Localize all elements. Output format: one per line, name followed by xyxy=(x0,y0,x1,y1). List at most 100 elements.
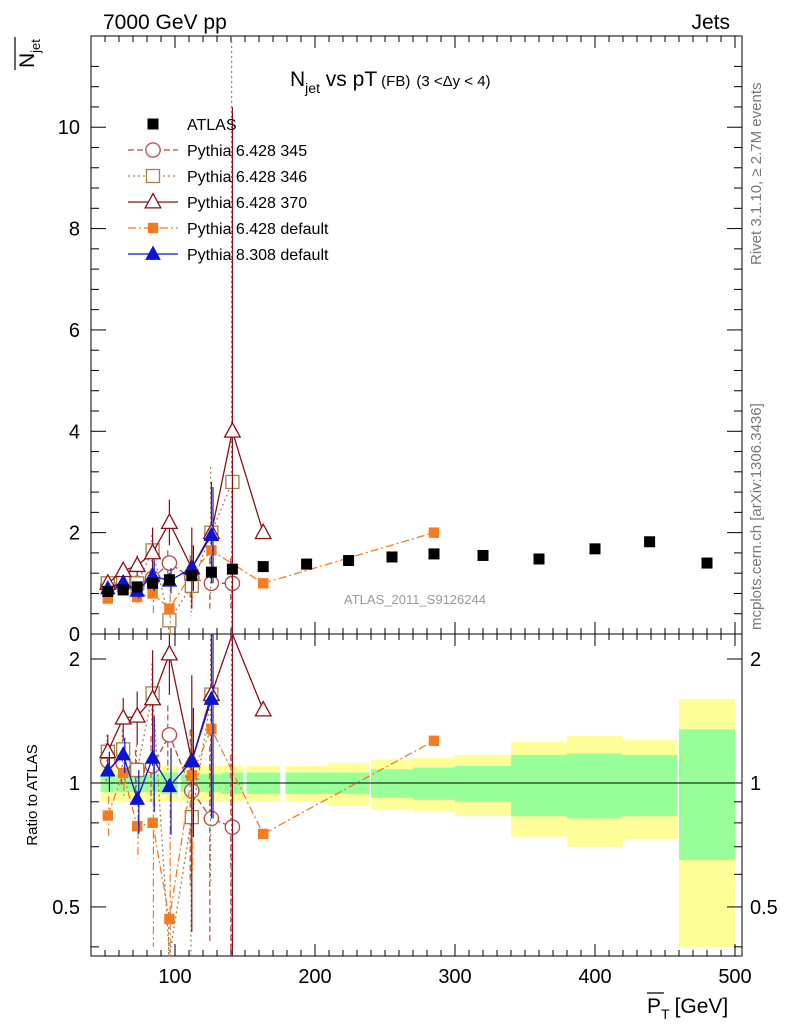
atlas-data-point xyxy=(701,557,713,569)
series-3-ratio-marker xyxy=(128,706,147,723)
rivet-label: Rivet 3.1.10, ≥ 2.7M events xyxy=(748,83,765,266)
ratio-panel-series xyxy=(98,632,440,957)
ratio-tick-label-right: 0.5 xyxy=(750,897,778,919)
series-4-line xyxy=(107,532,435,610)
series-5-ratio-marker xyxy=(129,790,145,805)
series-3-marker xyxy=(128,555,147,573)
series-4-marker xyxy=(258,578,269,589)
legend-marker xyxy=(145,142,161,158)
ratio-tick-label-left: 2 xyxy=(69,649,80,671)
series-4-ratio-marker xyxy=(186,770,197,781)
ratio-tick-label-right: 1 xyxy=(750,773,761,795)
svg-text:Njet: Njet xyxy=(16,39,43,68)
atlas-data-point xyxy=(226,563,238,575)
series-4-ratio-marker xyxy=(147,817,158,829)
ratio-tick-label-right: 2 xyxy=(750,649,761,671)
series-3-marker xyxy=(143,543,162,560)
series-3-ratio-marker xyxy=(114,708,133,725)
y-axis-label: Njet xyxy=(14,37,43,70)
atlas-data-point xyxy=(386,551,398,563)
series-1-ratio-marker xyxy=(161,727,178,743)
series-3-marker xyxy=(160,512,179,530)
series-4-ratio-marker xyxy=(206,723,217,735)
atlas-data-point xyxy=(147,577,159,589)
band-stat xyxy=(371,769,413,798)
series-2-ratio-marker xyxy=(130,762,145,778)
series-3-ratio-marker xyxy=(143,689,162,706)
x-tick-label: 400 xyxy=(578,966,611,988)
x-tick-label: 500 xyxy=(718,966,751,988)
series-5-ratio-marker xyxy=(203,690,220,705)
atlas-data-point xyxy=(102,585,114,597)
series-5-ratio-marker xyxy=(144,749,161,764)
series-3-marker xyxy=(223,421,242,438)
series-4-marker xyxy=(147,588,158,599)
series-4-ratio-marker xyxy=(132,821,143,832)
band-stat xyxy=(621,754,678,817)
legend-label: Pythia 6.428 default xyxy=(187,221,329,238)
series-5-marker xyxy=(203,526,220,542)
title-sub: jet xyxy=(304,80,320,96)
legend: ATLAS Pythia 6.428 345 Pythia 6.428 346 Pyt… xyxy=(128,117,329,264)
y-axis-label-sub: jet xyxy=(28,39,43,54)
atlas-data-point xyxy=(163,574,175,586)
y-main-tick-label: 8 xyxy=(69,219,80,241)
series-3-marker xyxy=(254,522,273,540)
series-5-ratio-marker xyxy=(115,746,131,761)
x-axis-label-unit: [GeV] xyxy=(675,995,729,1018)
series-3-ratio-marker xyxy=(254,700,273,717)
main-panel-series xyxy=(98,36,713,634)
x-tick-label: 300 xyxy=(438,966,471,988)
band-stat xyxy=(567,753,623,819)
series-5-ratio-marker xyxy=(100,762,116,777)
series-4-marker xyxy=(102,593,113,604)
atlas-data-point xyxy=(301,558,313,570)
svg-text:PT[GeV]: PT [GeV] xyxy=(647,995,728,1022)
atlas-data-point xyxy=(477,549,489,561)
legend-label: Pythia 6.428 346 xyxy=(187,169,307,186)
atlas-data-point xyxy=(533,553,545,565)
analysis-watermark: ATLAS_2011_S9126244 xyxy=(344,592,486,607)
ratio-tick-label-left: 1 xyxy=(69,773,80,795)
series-3-line xyxy=(107,431,264,584)
ratio-uncertainty-bands xyxy=(91,698,742,947)
x-axis-label-sub: T xyxy=(661,1006,670,1022)
y-main-tick-label: 10 xyxy=(58,117,80,139)
y-main-tick-label: 2 xyxy=(69,523,80,545)
band-stat xyxy=(511,754,567,817)
legend-marker xyxy=(145,245,161,260)
series-2-ratio-line xyxy=(107,633,234,957)
y-main-tick-label: 0 xyxy=(69,624,80,646)
x-axis-label: PT [GeV] xyxy=(647,992,728,1022)
atlas-data-point xyxy=(343,555,355,567)
series-4-marker xyxy=(428,527,440,538)
series-4-ratio-marker xyxy=(258,828,269,840)
legend-marker xyxy=(147,118,159,130)
atlas-data-point xyxy=(131,581,143,593)
series-4-marker xyxy=(206,545,217,556)
ratio-tick-label-left: 0.5 xyxy=(52,897,80,919)
band-stat xyxy=(679,729,735,860)
y-axis-label-symbol: N xyxy=(16,53,39,68)
title-range: (3 <Δy < 4) xyxy=(416,73,490,90)
chart-title: Njet vs pT (FB) (3 <Δy < 4) xyxy=(290,68,491,96)
series-4-marker xyxy=(164,603,175,614)
ratio-y-axis-label: Ratio to ATLAS xyxy=(24,744,41,845)
legend-marker xyxy=(145,168,161,184)
series-4-ratio-marker xyxy=(428,735,440,747)
title-vs: vs pT xyxy=(320,68,377,91)
legend-marker xyxy=(147,222,159,234)
axis-tick-labels: 100 200 300 400 500 0 2 4 6 8 10 0.5 0.5 1 1 2 2 xyxy=(52,117,778,988)
title-main: N xyxy=(290,68,305,91)
title-fb: (FB) xyxy=(381,73,410,90)
atlas-data-point xyxy=(428,548,440,560)
atlas-data-point xyxy=(205,566,217,578)
axis-ticks xyxy=(91,36,742,956)
atlas-data-point xyxy=(257,561,269,573)
series-4-marker xyxy=(132,591,143,603)
series-4-ratio-marker xyxy=(164,913,175,925)
series-1-marker xyxy=(161,555,178,571)
atlas-data-point xyxy=(186,570,198,582)
series-5-ratio-marker xyxy=(184,752,200,767)
